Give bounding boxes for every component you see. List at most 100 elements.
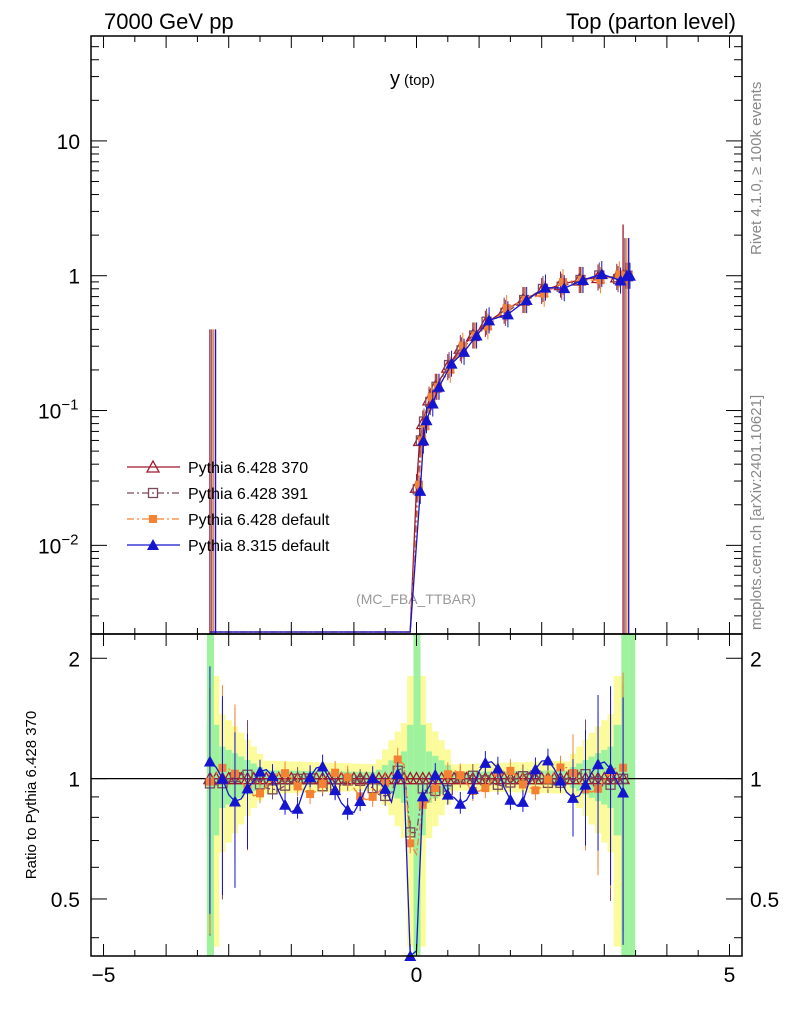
data-point bbox=[458, 345, 471, 357]
data-point bbox=[595, 268, 608, 280]
band-green bbox=[551, 770, 558, 786]
y-tick-label: 10 bbox=[57, 131, 80, 154]
ratio-point bbox=[203, 755, 216, 767]
legend-entry: Pythia 6.428 391 bbox=[127, 486, 308, 503]
band-green bbox=[526, 770, 533, 785]
ratio-point bbox=[491, 762, 504, 774]
ratio-point bbox=[466, 782, 479, 794]
ratio-point bbox=[506, 766, 515, 775]
ratio-line bbox=[209, 765, 624, 834]
ratio-point bbox=[368, 792, 377, 801]
band-green bbox=[375, 769, 383, 786]
ratio-point bbox=[281, 769, 290, 778]
data-point bbox=[539, 281, 552, 293]
ratio-y-tick-label: 1 bbox=[68, 769, 80, 792]
main-series-1 bbox=[209, 238, 633, 634]
series-line bbox=[209, 275, 627, 633]
header-left-label: 7000 GeV pp bbox=[104, 9, 234, 34]
band-green-edge bbox=[628, 634, 636, 956]
rivet-version-label: Rivet 4.1.0, ≥ 100k events bbox=[748, 82, 765, 255]
ratio-point bbox=[406, 839, 415, 848]
ratio-point bbox=[456, 771, 465, 780]
ratio-point bbox=[366, 771, 379, 783]
ratio-point bbox=[579, 778, 592, 790]
ratio-point bbox=[279, 798, 292, 810]
band-green bbox=[601, 749, 608, 805]
ratio-point bbox=[543, 775, 552, 784]
ratio-point bbox=[316, 760, 329, 772]
ratio-point bbox=[331, 768, 340, 777]
main-series-3 bbox=[209, 238, 636, 634]
ratio-point bbox=[454, 797, 467, 809]
ratio-point bbox=[541, 754, 554, 766]
band-green bbox=[475, 771, 483, 785]
ratio-point bbox=[556, 763, 565, 772]
band-green bbox=[463, 771, 470, 785]
data-point bbox=[501, 308, 514, 320]
ratio-y-tick-label: 0.5 bbox=[51, 889, 80, 912]
band-green bbox=[425, 751, 433, 803]
data-point bbox=[558, 277, 567, 286]
data-point bbox=[520, 294, 533, 306]
data-point bbox=[614, 274, 627, 286]
band-green bbox=[576, 763, 583, 792]
axes-group: −5 0 5 10−2 10−1 1 10 0.5 0.5 1 1 2 2 bbox=[38, 35, 779, 987]
ratio-point bbox=[304, 771, 317, 783]
legend-label: Pythia 8.315 default bbox=[188, 538, 330, 555]
plot-title-sub: (top) bbox=[404, 72, 435, 89]
data-point bbox=[615, 270, 624, 279]
y-tick-label: 10−2 bbox=[38, 531, 78, 558]
ratio-point bbox=[393, 755, 402, 764]
y-tick-label: 1 bbox=[68, 266, 80, 289]
data-point bbox=[483, 314, 496, 326]
ratio-point bbox=[216, 772, 229, 784]
legend-entry: Pythia 8.315 default bbox=[127, 538, 330, 555]
legend-label: Pythia 6.428 391 bbox=[188, 486, 308, 503]
ratio-point bbox=[529, 763, 542, 775]
data-point bbox=[426, 397, 439, 409]
data-point bbox=[596, 276, 605, 285]
ratio-point bbox=[241, 782, 254, 794]
ratio-point bbox=[429, 768, 442, 780]
data-point bbox=[445, 357, 458, 369]
ratio-point bbox=[318, 779, 327, 788]
analysis-tag: (MC_FBA_TTBAR) bbox=[356, 591, 476, 607]
band-green bbox=[313, 771, 320, 785]
ratio-point bbox=[504, 793, 517, 805]
x-tick-label: 5 bbox=[724, 964, 736, 987]
band-green bbox=[513, 771, 520, 785]
data-point bbox=[540, 289, 549, 298]
data-point bbox=[414, 484, 427, 496]
ratio-point bbox=[228, 795, 241, 807]
ratio-y-axis-label: Ratio to Pythia 6.428 370 bbox=[23, 711, 40, 879]
ratio-point bbox=[379, 782, 392, 794]
data-point bbox=[415, 480, 424, 489]
data-point bbox=[470, 329, 483, 341]
ratio-point bbox=[604, 762, 617, 774]
ratio-point bbox=[443, 770, 452, 779]
data-point bbox=[420, 414, 433, 426]
band-green bbox=[275, 770, 282, 786]
ratio-point bbox=[343, 773, 352, 782]
ratio-point bbox=[416, 790, 429, 802]
ratio-point bbox=[306, 790, 315, 799]
ratio-point bbox=[293, 782, 302, 791]
x-tick-label: 0 bbox=[411, 964, 423, 987]
y-tick-label: 10−1 bbox=[38, 397, 78, 424]
data-point bbox=[417, 434, 430, 446]
ratio-y-tick-label-right: 1 bbox=[750, 769, 762, 792]
data-point bbox=[433, 380, 446, 392]
band-green bbox=[563, 770, 570, 785]
band-green bbox=[338, 771, 345, 785]
ratio-y-tick-label-right: 2 bbox=[750, 648, 762, 671]
data-point bbox=[458, 341, 467, 350]
ratio-y-tick-label: 2 bbox=[68, 648, 80, 671]
ratio-point bbox=[554, 774, 567, 786]
band-green bbox=[488, 771, 495, 785]
legend-marker bbox=[147, 539, 159, 550]
band-green bbox=[250, 763, 257, 792]
legend-entry: Pythia 6.428 370 bbox=[127, 459, 308, 477]
band-green bbox=[450, 772, 458, 784]
data-point bbox=[620, 269, 633, 281]
plot-title-main: y bbox=[390, 68, 400, 90]
